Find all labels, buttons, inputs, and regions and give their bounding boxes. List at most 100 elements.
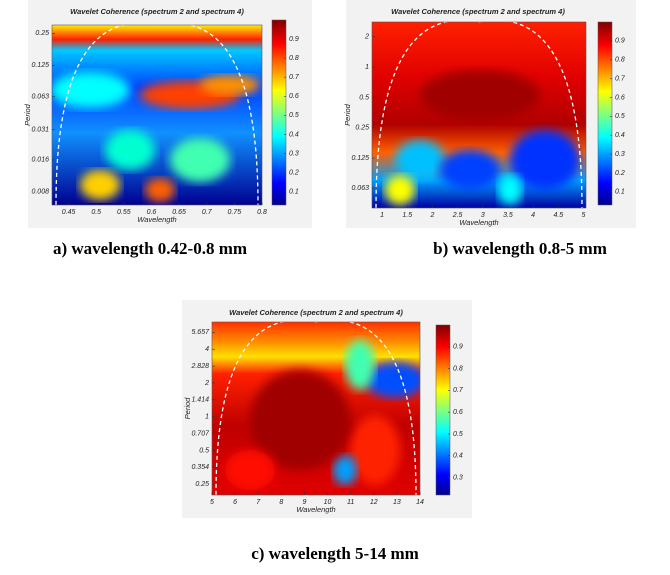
heatmap-blob — [345, 340, 375, 390]
chart-title: Wavelet Coherence (spectrum 2 and spectr… — [229, 308, 403, 317]
x-tick-label: 0.45 — [62, 209, 76, 216]
colorbar-tick-label: 0.9 — [453, 344, 463, 351]
heatmap-blob — [420, 70, 540, 120]
x-tick-label: 0.5 — [91, 209, 101, 216]
heatmap-blob — [440, 150, 500, 190]
colorbar-tick-label: 0.4 — [453, 453, 463, 460]
colorbar — [271, 19, 287, 206]
y-tick-label: 0.063 — [351, 185, 369, 192]
x-tick-label: 3 — [481, 212, 485, 219]
heatmap-blob — [250, 370, 350, 470]
y-tick-label: 1 — [205, 414, 209, 421]
heatmap-blob — [105, 130, 155, 170]
heatmap-blob — [200, 75, 260, 95]
y-tick-label: 0.25 — [195, 481, 209, 488]
x-tick-label: 13 — [393, 499, 401, 506]
x-tick-label: 1 — [380, 212, 384, 219]
x-tick-label: 1.5 — [402, 212, 412, 219]
heatmap-blob — [333, 455, 357, 485]
y-tick-label: 0.016 — [31, 157, 49, 164]
x-tick-label: 0.6 — [147, 209, 157, 216]
x-tick-label: 14 — [416, 499, 424, 506]
colorbar-tick-label: 0.3 — [453, 474, 463, 481]
x-tick-label: 7 — [256, 499, 261, 506]
heatmap-blob — [80, 170, 120, 200]
x-tick-label: 6 — [233, 499, 237, 506]
y-axis-label: Period — [183, 397, 192, 420]
x-axis-label: Wavelength — [296, 505, 335, 514]
colorbar-tick-label: 0.2 — [615, 170, 625, 177]
colorbar-tick-label: 0.4 — [615, 132, 625, 139]
x-axis-label: Wavelength — [137, 215, 176, 224]
colorbar-tick-label: 0.5 — [289, 112, 299, 119]
x-tick-label: 4.5 — [553, 212, 563, 219]
heatmap-blob — [365, 362, 420, 398]
colorbar-tick-label: 0.6 — [615, 94, 625, 101]
heatmap-blob — [510, 130, 580, 190]
y-axis-label: Period — [23, 103, 32, 126]
heatmap-blob — [52, 72, 130, 108]
y-tick-label: 0.354 — [191, 464, 209, 471]
x-tick-label: 10 — [324, 499, 332, 506]
colorbar-tick-label: 0.8 — [289, 55, 299, 62]
x-tick-label: 5 — [210, 499, 214, 506]
y-tick-label: 4 — [205, 346, 209, 353]
heatmap — [212, 322, 420, 495]
heatmap — [372, 22, 586, 208]
y-tick-label: 0.25 — [355, 125, 369, 132]
x-tick-label: 0.8 — [257, 209, 267, 216]
y-tick-label: 0.125 — [31, 62, 49, 69]
colorbar-tick-label: 0.8 — [453, 365, 463, 372]
y-axis-label: Period — [343, 103, 352, 126]
colorbar-tick-label: 0.2 — [289, 169, 299, 176]
colorbar-tick-label: 0.1 — [289, 188, 299, 195]
colorbar-tick-label: 0.7 — [453, 387, 464, 394]
colorbar-tick-label: 0.5 — [453, 431, 463, 438]
x-axis-label: Wavelength — [459, 218, 498, 227]
x-tick-label: 11 — [347, 499, 354, 506]
caption: a) wavelength 0.42-0.8 mm — [53, 239, 247, 258]
x-tick-label: 2 — [429, 212, 434, 219]
colorbar-tick-label: 0.9 — [289, 36, 299, 43]
x-tick-label: 4 — [531, 212, 535, 219]
x-tick-label: 0.75 — [228, 209, 242, 216]
y-tick-label: 2 — [204, 380, 209, 387]
y-tick-label: 0.707 — [191, 430, 210, 437]
heatmap — [52, 25, 262, 205]
y-tick-label: 5.657 — [191, 329, 210, 336]
colorbar-tick-label: 0.3 — [615, 151, 625, 158]
y-tick-label: 0.008 — [31, 189, 49, 196]
chart-title: Wavelet Coherence (spectrum 2 and spectr… — [70, 7, 244, 16]
heatmap-blob — [225, 450, 275, 490]
colorbar-tick-label: 0.6 — [453, 409, 463, 416]
cone-of-influence — [55, 25, 259, 205]
x-tick-label: 0.55 — [117, 209, 131, 216]
x-tick-label: 0.7 — [202, 209, 213, 216]
heatmap-blob — [385, 175, 415, 205]
y-tick-label: 0.031 — [31, 126, 49, 133]
y-tick-label: 2.828 — [190, 363, 209, 370]
caption: b) wavelength 0.8-5 mm — [433, 239, 607, 258]
colorbar-tick-label: 0.5 — [615, 113, 625, 120]
x-tick-label: 3.5 — [503, 212, 513, 219]
colorbar — [435, 324, 451, 496]
y-tick-label: 0.5 — [359, 94, 369, 101]
x-tick-label: 2.5 — [452, 212, 463, 219]
colorbar-tick-label: 0.7 — [615, 75, 626, 82]
y-tick-label: 2 — [364, 34, 369, 41]
caption: c) wavelength 5-14 mm — [251, 544, 419, 563]
y-tick-label: 1.414 — [191, 397, 209, 404]
colorbar — [597, 21, 613, 206]
x-tick-label: 5 — [582, 212, 586, 219]
colorbar-tick-label: 0.1 — [615, 189, 625, 196]
heatmap-blob — [498, 175, 522, 205]
heatmap-blob — [145, 178, 175, 202]
x-tick-label: 0.65 — [172, 209, 186, 216]
y-tick-label: 1 — [365, 64, 369, 71]
chart-title: Wavelet Coherence (spectrum 2 and spectr… — [391, 7, 565, 16]
colorbar-tick-label: 0.7 — [289, 74, 300, 81]
plot-border — [51, 24, 263, 206]
y-tick-label: 0.063 — [31, 94, 49, 101]
